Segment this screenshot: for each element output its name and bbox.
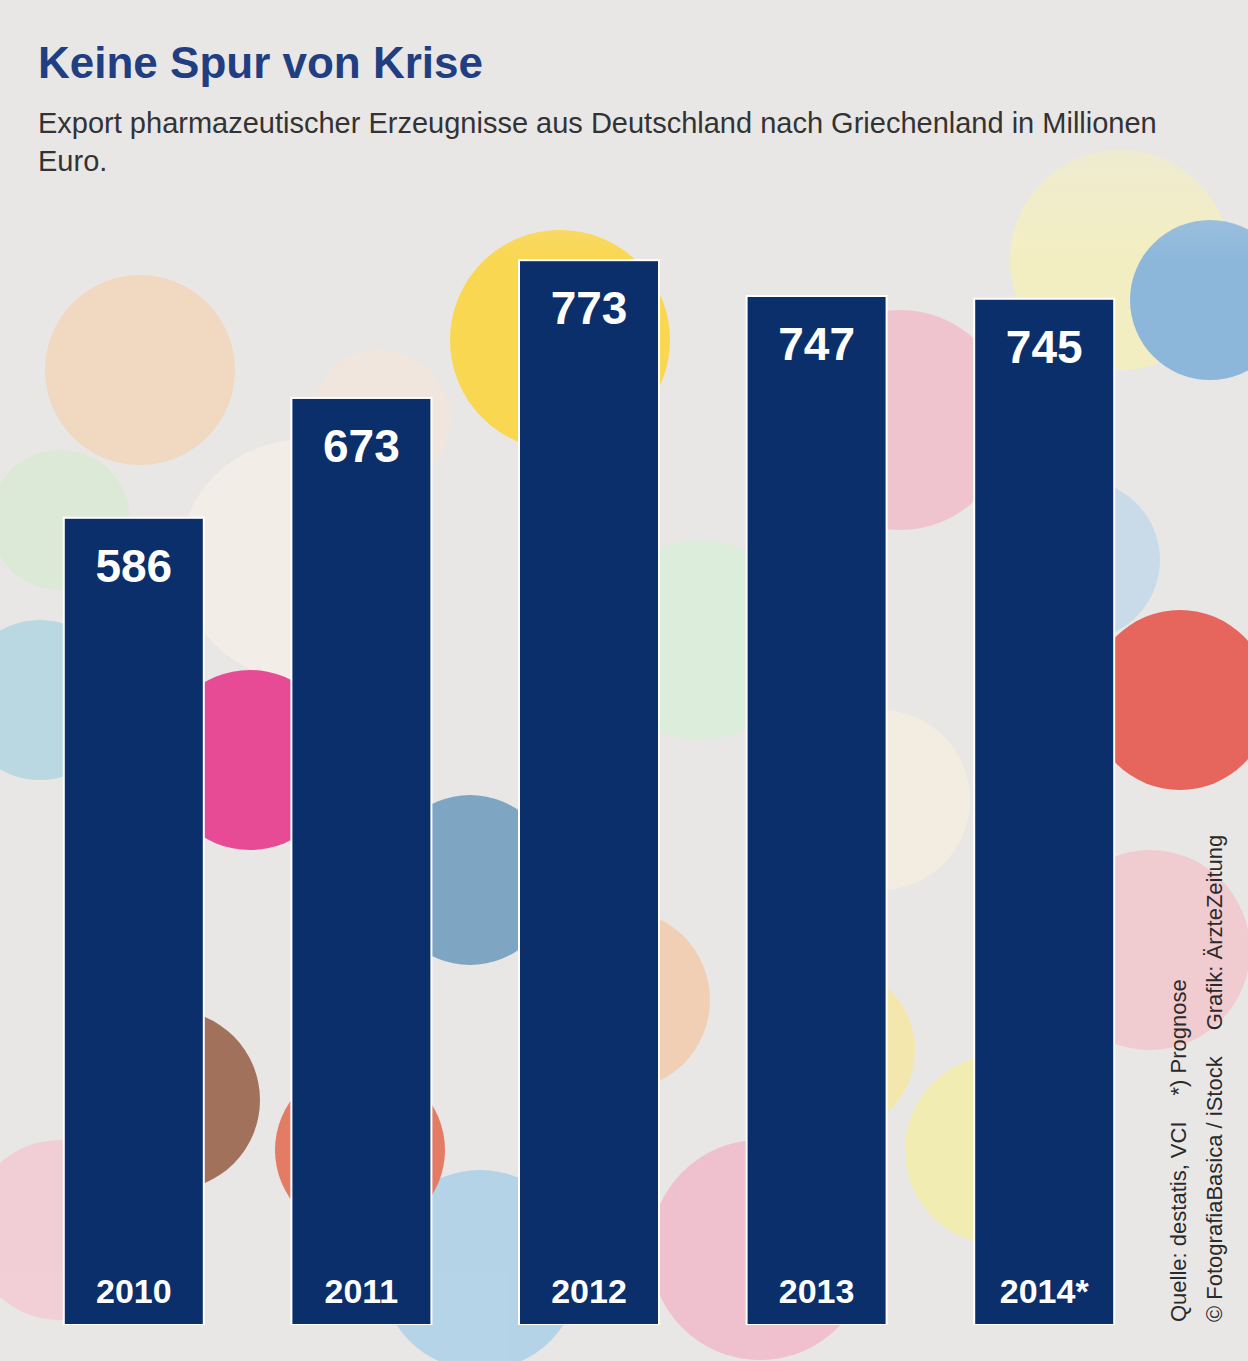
subtitle-line: Export pharmazeutischer Erzeugnisse aus … xyxy=(38,107,1157,139)
pill xyxy=(45,275,235,465)
bar xyxy=(974,299,1114,1325)
category-label: 2012 xyxy=(551,1272,627,1310)
annotation: *) Prognose xyxy=(1166,979,1191,1095)
annotation: © FotografiaBasica / iStock xyxy=(1202,1055,1227,1322)
category-label: 2014* xyxy=(1000,1272,1090,1310)
labels: 586 2010 673 2011 773 2012 747 2013 745 2014* xyxy=(95,282,1089,1310)
data-label: 673 xyxy=(323,420,400,472)
data-label: 747 xyxy=(778,318,855,370)
top-fade xyxy=(0,0,1248,260)
title: Keine Spur von Krise xyxy=(38,38,483,87)
subtitle-line: Euro. xyxy=(38,145,107,177)
annotation: Grafik: ÄrzteZeitung xyxy=(1202,835,1227,1031)
bars xyxy=(64,260,1114,1325)
bar xyxy=(291,398,431,1325)
pill-decoration xyxy=(0,150,1248,1361)
data-label: 586 xyxy=(95,540,172,592)
bar xyxy=(747,296,887,1325)
annotation: Quelle: destatis, VCI xyxy=(1166,1121,1191,1322)
data-label: 745 xyxy=(1006,321,1083,373)
bar xyxy=(64,518,204,1325)
annotations: Quelle: destatis, VCI *) Prognose © Fotogr… xyxy=(1166,835,1227,1322)
category-label: 2013 xyxy=(779,1272,855,1310)
subtitle: Export pharmazeutischer Erzeugnisse aus … xyxy=(38,107,1157,177)
background xyxy=(0,0,1248,1361)
chart: Keine Spur von Krise Export pharmazeutisc… xyxy=(0,0,1248,1361)
bar xyxy=(519,260,659,1325)
data-label: 773 xyxy=(551,282,628,334)
category-label: 2010 xyxy=(96,1272,172,1310)
category-label: 2011 xyxy=(325,1272,399,1310)
